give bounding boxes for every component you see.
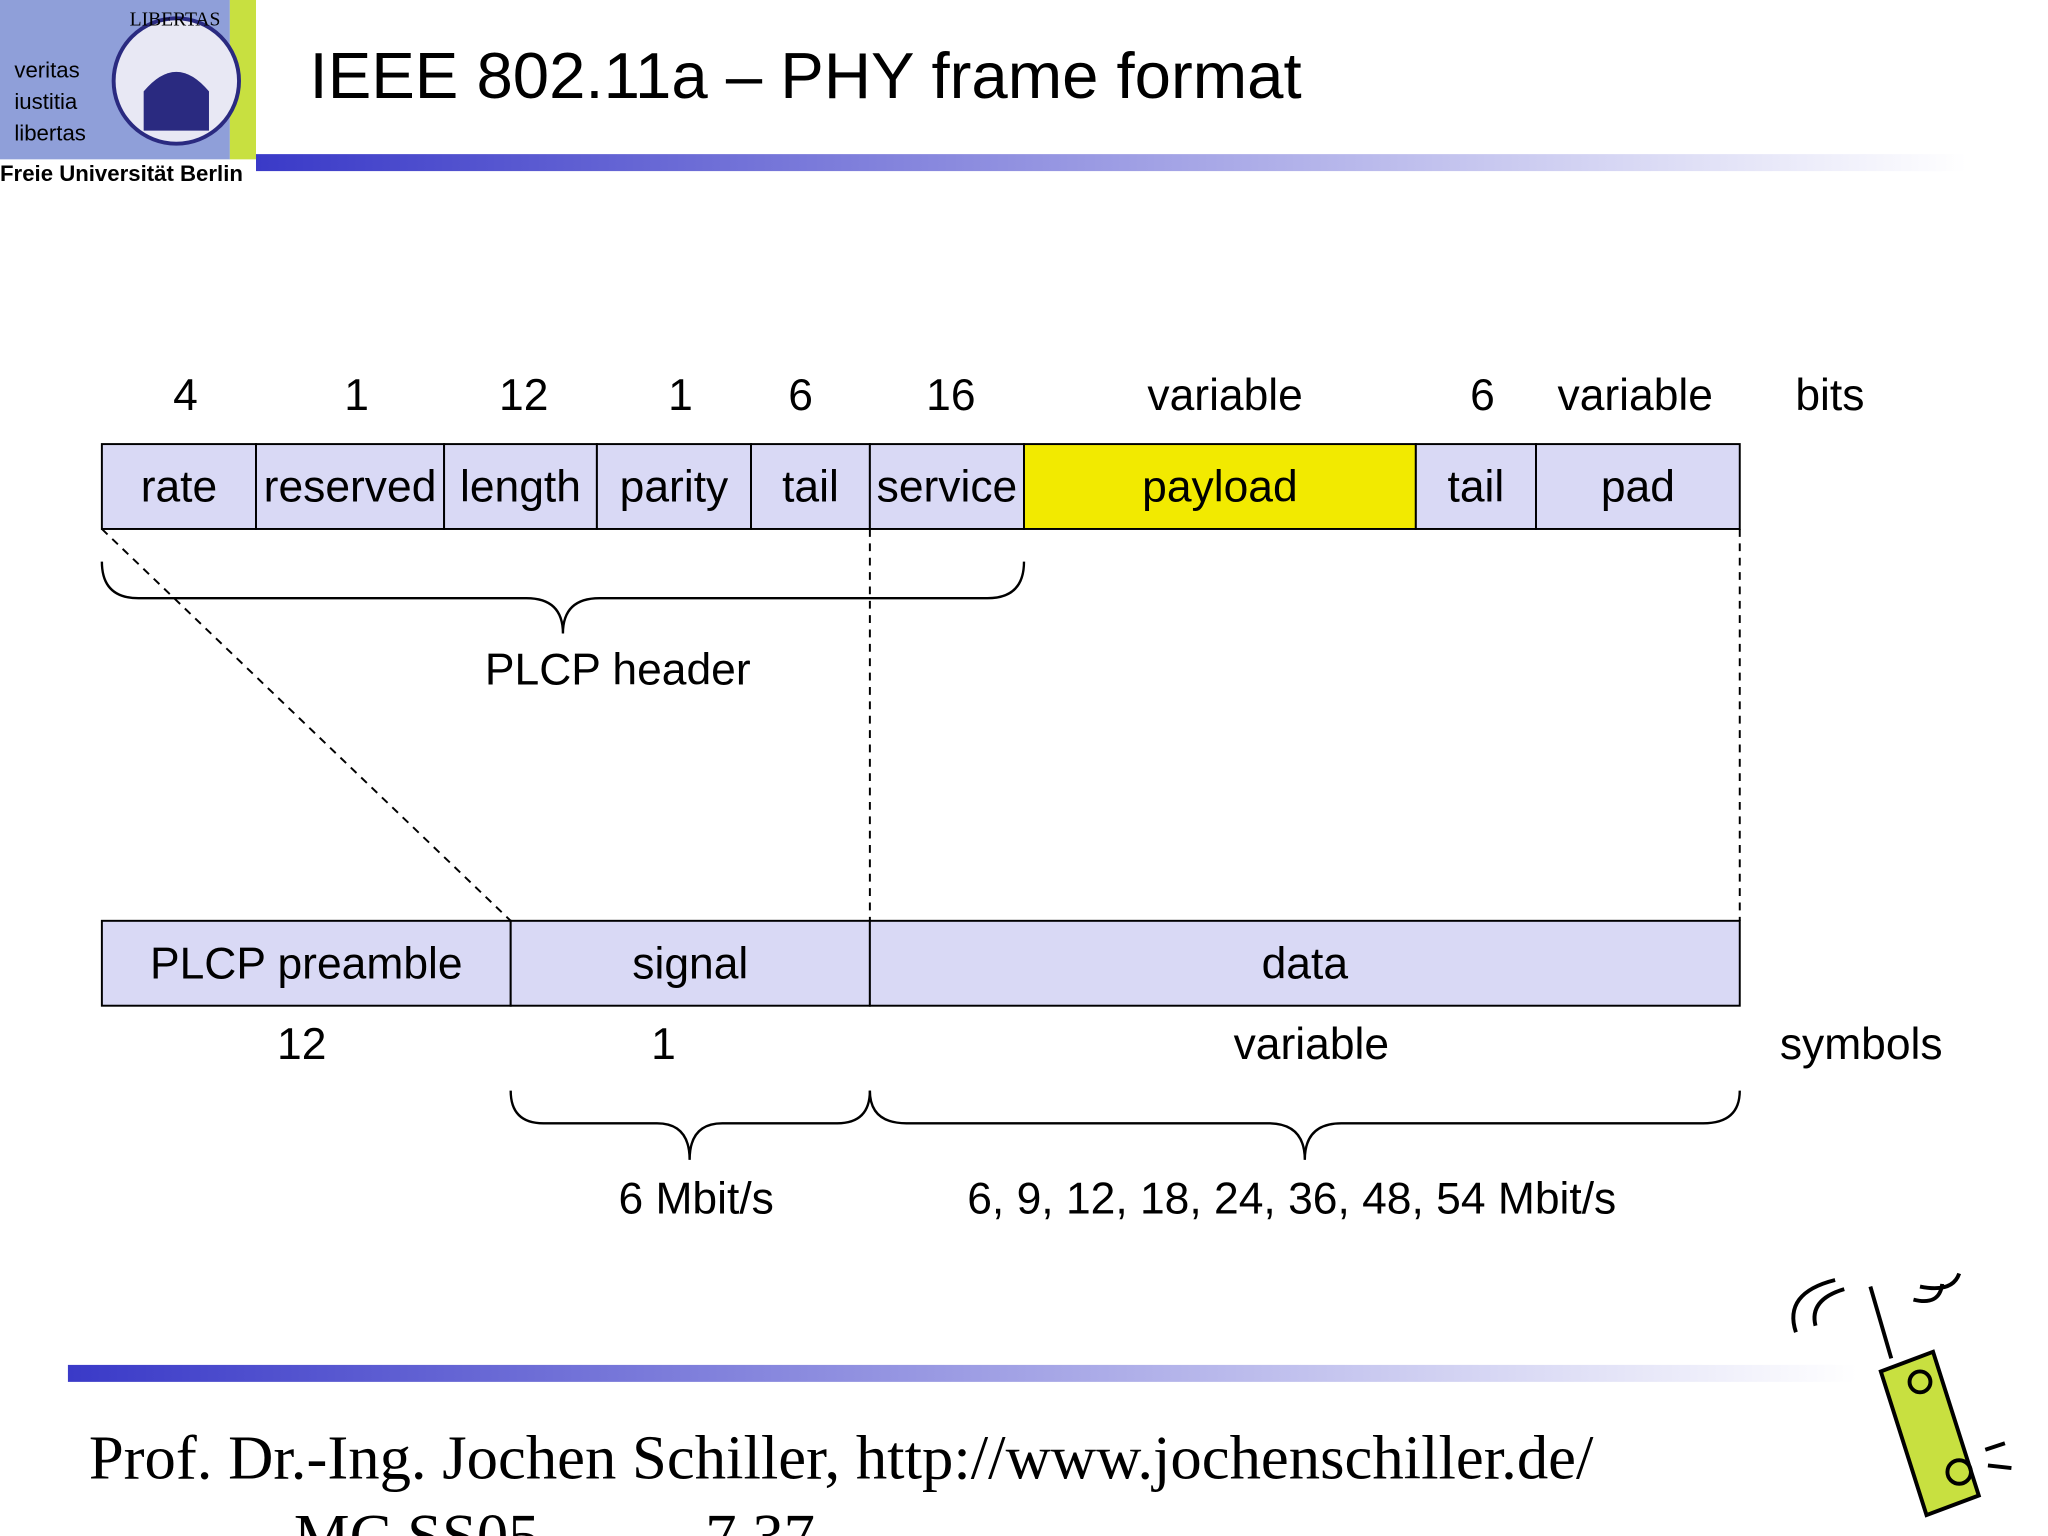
field-bits: 6: [1470, 371, 1495, 420]
part-symbols: variable: [1234, 1020, 1389, 1069]
field-label: tail: [1448, 463, 1505, 512]
field-bits: 4: [173, 371, 198, 420]
field-box: [595, 443, 752, 530]
part-box: [100, 919, 512, 1007]
university: Freie Universität Berlin: [0, 161, 243, 186]
rate-label: 6 Mbit/s: [618, 1174, 773, 1223]
field-bits: 1: [344, 371, 369, 420]
motto: veritas: [14, 58, 79, 83]
frame-fields: rate 4 reserved 1 length 12 parity 1 tail 6 servic…: [100, 371, 1741, 530]
field-label: reserved: [264, 463, 437, 512]
bits-unit: bits: [1795, 371, 1864, 420]
part-symbols: 12: [277, 1020, 326, 1069]
part-label: PLCP preamble: [150, 939, 463, 988]
field-label: tail: [782, 463, 839, 512]
footer-author: Prof. Dr.-Ing. Jochen Schiller, http://w…: [89, 1423, 1594, 1493]
logo: LIBERTAS veritas iustitia libertas Freie…: [0, 0, 256, 186]
part-box: [509, 919, 871, 1007]
dashed-line: [101, 528, 512, 922]
field-label: pad: [1601, 463, 1675, 512]
symbols-unit: symbols: [1780, 1020, 1943, 1069]
phone-icon: [1791, 1272, 2012, 1518]
field-label: service: [877, 463, 1018, 512]
field-bits: 12: [499, 371, 548, 420]
part-symbols: 1: [651, 1020, 676, 1069]
rate-label: 6, 9, 12, 18, 24, 36, 48, 54 Mbit/s: [967, 1174, 1616, 1223]
footer-course: MC SS05: [294, 1501, 540, 1536]
brace: [868, 1090, 1741, 1160]
footer-page: 7.37: [705, 1501, 815, 1536]
field-bits: 1: [668, 371, 693, 420]
field-label: rate: [141, 463, 218, 512]
motto: iustitia: [14, 89, 78, 114]
field-box: [1535, 443, 1741, 530]
part-label: signal: [632, 939, 748, 988]
frame-parts: PLCP preamble 12 signal 1 data variable: [100, 919, 1741, 1069]
title-bar: [256, 154, 1968, 172]
logo-bear: [143, 71, 209, 131]
field-bits: 6: [788, 371, 813, 420]
field-box: [750, 443, 871, 530]
field-box: [1023, 443, 1417, 530]
field-bits: 16: [926, 371, 975, 420]
slide-title: IEEE 802.11a – PHY frame format: [310, 39, 1302, 112]
part-label: data: [1262, 939, 1349, 988]
field-box: [868, 443, 1025, 530]
brace: [509, 1090, 872, 1160]
field-label: length: [460, 463, 581, 512]
field-bits: variable: [1147, 371, 1302, 420]
footer-bar: [67, 1364, 1858, 1382]
field-label: parity: [620, 463, 729, 512]
field-label: payload: [1142, 463, 1298, 512]
brace-label: PLCP header: [485, 645, 751, 694]
motto: libertas: [14, 120, 86, 145]
field-box: [255, 443, 446, 530]
brace: [100, 561, 1026, 634]
seal-text: LIBERTAS: [130, 9, 221, 30]
part-box: [868, 919, 1741, 1007]
field-box: [1414, 443, 1537, 530]
field-box: [100, 443, 257, 530]
field-bits: variable: [1558, 371, 1713, 420]
